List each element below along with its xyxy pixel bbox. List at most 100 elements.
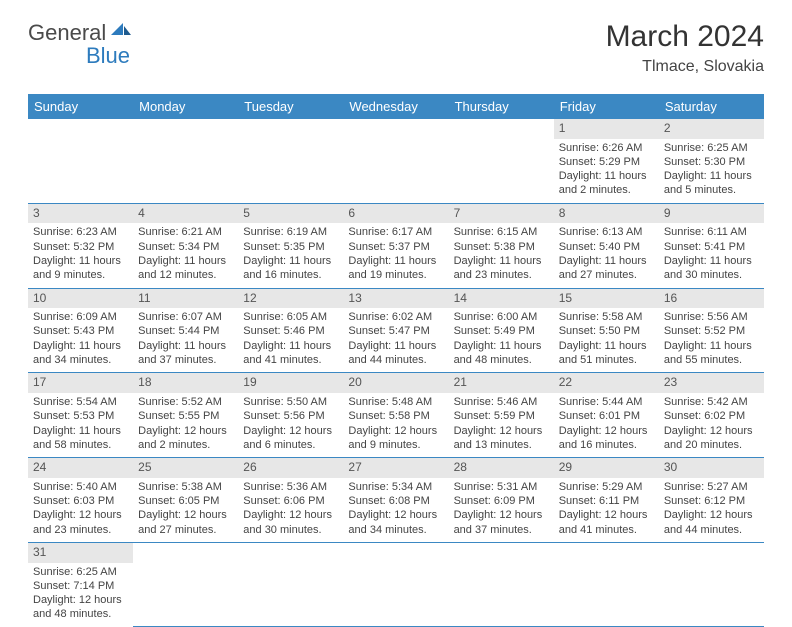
sunrise-text: Sunrise: 5:56 AM — [664, 310, 759, 324]
sunrise-text: Sunrise: 5:38 AM — [138, 480, 233, 494]
day-number: 12 — [238, 289, 343, 309]
logo-text-blue: Blue — [86, 43, 130, 69]
calendar-day-cell — [659, 542, 764, 626]
day-details: Sunrise: 5:46 AMSunset: 5:59 PMDaylight:… — [454, 395, 549, 452]
sunrise-text: Sunrise: 6:09 AM — [33, 310, 128, 324]
daylight-text: Daylight: 11 hours and 34 minutes. — [33, 339, 128, 368]
sunrise-text: Sunrise: 5:52 AM — [138, 395, 233, 409]
day-details: Sunrise: 5:56 AMSunset: 5:52 PMDaylight:… — [664, 310, 759, 367]
day-number: 31 — [28, 543, 133, 563]
sunset-text: Sunset: 5:32 PM — [33, 240, 128, 254]
daylight-text: Daylight: 11 hours and 48 minutes. — [454, 339, 549, 368]
day-details: Sunrise: 6:26 AMSunset: 5:29 PMDaylight:… — [559, 141, 654, 198]
day-number: 15 — [554, 289, 659, 309]
weekday-header: Thursday — [449, 94, 554, 119]
sunset-text: Sunset: 6:02 PM — [664, 409, 759, 423]
sunset-text: Sunset: 6:12 PM — [664, 494, 759, 508]
calendar-day-cell: 26Sunrise: 5:36 AMSunset: 6:06 PMDayligh… — [238, 458, 343, 543]
sunrise-text: Sunrise: 5:46 AM — [454, 395, 549, 409]
calendar-day-cell: 3Sunrise: 6:23 AMSunset: 5:32 PMDaylight… — [28, 203, 133, 288]
calendar-day-cell: 9Sunrise: 6:11 AMSunset: 5:41 PMDaylight… — [659, 203, 764, 288]
day-details: Sunrise: 5:44 AMSunset: 6:01 PMDaylight:… — [559, 395, 654, 452]
day-number: 28 — [449, 458, 554, 478]
calendar-week-row: 1Sunrise: 6:26 AMSunset: 5:29 PMDaylight… — [28, 119, 764, 203]
weekday-header: Sunday — [28, 94, 133, 119]
sunrise-text: Sunrise: 5:48 AM — [348, 395, 443, 409]
calendar-day-cell: 18Sunrise: 5:52 AMSunset: 5:55 PMDayligh… — [133, 373, 238, 458]
sunrise-text: Sunrise: 6:00 AM — [454, 310, 549, 324]
daylight-text: Daylight: 12 hours and 23 minutes. — [33, 508, 128, 537]
day-number: 8 — [554, 204, 659, 224]
day-number: 17 — [28, 373, 133, 393]
day-details: Sunrise: 5:36 AMSunset: 6:06 PMDaylight:… — [243, 480, 338, 537]
daylight-text: Daylight: 12 hours and 16 minutes. — [559, 424, 654, 453]
day-number: 19 — [238, 373, 343, 393]
day-number: 22 — [554, 373, 659, 393]
day-details: Sunrise: 5:52 AMSunset: 5:55 PMDaylight:… — [138, 395, 233, 452]
sunset-text: Sunset: 5:47 PM — [348, 324, 443, 338]
calendar-week-row: 3Sunrise: 6:23 AMSunset: 5:32 PMDaylight… — [28, 203, 764, 288]
sunrise-text: Sunrise: 6:07 AM — [138, 310, 233, 324]
month-title: March 2024 — [606, 20, 764, 54]
calendar-day-cell — [133, 119, 238, 203]
calendar-day-cell: 14Sunrise: 6:00 AMSunset: 5:49 PMDayligh… — [449, 288, 554, 373]
day-number: 1 — [554, 119, 659, 139]
calendar-week-row: 31Sunrise: 6:25 AMSunset: 7:14 PMDayligh… — [28, 542, 764, 626]
sunrise-text: Sunrise: 6:13 AM — [559, 225, 654, 239]
calendar-day-cell: 24Sunrise: 5:40 AMSunset: 6:03 PMDayligh… — [28, 458, 133, 543]
sunset-text: Sunset: 5:41 PM — [664, 240, 759, 254]
day-number: 11 — [133, 289, 238, 309]
calendar-day-cell: 6Sunrise: 6:17 AMSunset: 5:37 PMDaylight… — [343, 203, 448, 288]
header: General Blue March 2024 Tlmace, Slovakia — [28, 20, 764, 76]
day-number: 9 — [659, 204, 764, 224]
calendar-day-cell — [28, 119, 133, 203]
day-number: 6 — [343, 204, 448, 224]
calendar-day-cell — [238, 542, 343, 626]
day-details: Sunrise: 5:31 AMSunset: 6:09 PMDaylight:… — [454, 480, 549, 537]
calendar-day-cell: 7Sunrise: 6:15 AMSunset: 5:38 PMDaylight… — [449, 203, 554, 288]
sunrise-text: Sunrise: 5:29 AM — [559, 480, 654, 494]
daylight-text: Daylight: 11 hours and 19 minutes. — [348, 254, 443, 283]
daylight-text: Daylight: 12 hours and 20 minutes. — [664, 424, 759, 453]
calendar-day-cell: 16Sunrise: 5:56 AMSunset: 5:52 PMDayligh… — [659, 288, 764, 373]
day-number: 29 — [554, 458, 659, 478]
day-details: Sunrise: 5:29 AMSunset: 6:11 PMDaylight:… — [559, 480, 654, 537]
sunrise-text: Sunrise: 6:21 AM — [138, 225, 233, 239]
sunrise-text: Sunrise: 5:54 AM — [33, 395, 128, 409]
calendar-day-cell — [343, 119, 448, 203]
sunrise-text: Sunrise: 5:50 AM — [243, 395, 338, 409]
sunset-text: Sunset: 5:37 PM — [348, 240, 443, 254]
title-block: March 2024 Tlmace, Slovakia — [606, 20, 764, 76]
sunset-text: Sunset: 6:08 PM — [348, 494, 443, 508]
daylight-text: Daylight: 11 hours and 41 minutes. — [243, 339, 338, 368]
daylight-text: Daylight: 11 hours and 23 minutes. — [454, 254, 549, 283]
calendar-day-cell: 8Sunrise: 6:13 AMSunset: 5:40 PMDaylight… — [554, 203, 659, 288]
day-number: 21 — [449, 373, 554, 393]
day-number: 18 — [133, 373, 238, 393]
calendar-day-cell — [554, 542, 659, 626]
daylight-text: Daylight: 12 hours and 41 minutes. — [559, 508, 654, 537]
sunset-text: Sunset: 5:30 PM — [664, 155, 759, 169]
sunset-text: Sunset: 6:11 PM — [559, 494, 654, 508]
sunrise-text: Sunrise: 6:25 AM — [33, 565, 128, 579]
daylight-text: Daylight: 11 hours and 30 minutes. — [664, 254, 759, 283]
day-number: 16 — [659, 289, 764, 309]
sunset-text: Sunset: 6:01 PM — [559, 409, 654, 423]
daylight-text: Daylight: 11 hours and 27 minutes. — [559, 254, 654, 283]
sunset-text: Sunset: 5:43 PM — [33, 324, 128, 338]
sunrise-text: Sunrise: 6:19 AM — [243, 225, 338, 239]
calendar-day-cell: 19Sunrise: 5:50 AMSunset: 5:56 PMDayligh… — [238, 373, 343, 458]
calendar-day-cell: 4Sunrise: 6:21 AMSunset: 5:34 PMDaylight… — [133, 203, 238, 288]
calendar-day-cell: 23Sunrise: 5:42 AMSunset: 6:02 PMDayligh… — [659, 373, 764, 458]
calendar-day-cell: 29Sunrise: 5:29 AMSunset: 6:11 PMDayligh… — [554, 458, 659, 543]
sunrise-text: Sunrise: 6:11 AM — [664, 225, 759, 239]
sunrise-text: Sunrise: 6:26 AM — [559, 141, 654, 155]
sunset-text: Sunset: 5:52 PM — [664, 324, 759, 338]
calendar-day-cell: 1Sunrise: 6:26 AMSunset: 5:29 PMDaylight… — [554, 119, 659, 203]
day-number: 26 — [238, 458, 343, 478]
sunset-text: Sunset: 5:56 PM — [243, 409, 338, 423]
daylight-text: Daylight: 11 hours and 51 minutes. — [559, 339, 654, 368]
daylight-text: Daylight: 12 hours and 13 minutes. — [454, 424, 549, 453]
calendar-day-cell: 2Sunrise: 6:25 AMSunset: 5:30 PMDaylight… — [659, 119, 764, 203]
sunrise-text: Sunrise: 5:31 AM — [454, 480, 549, 494]
